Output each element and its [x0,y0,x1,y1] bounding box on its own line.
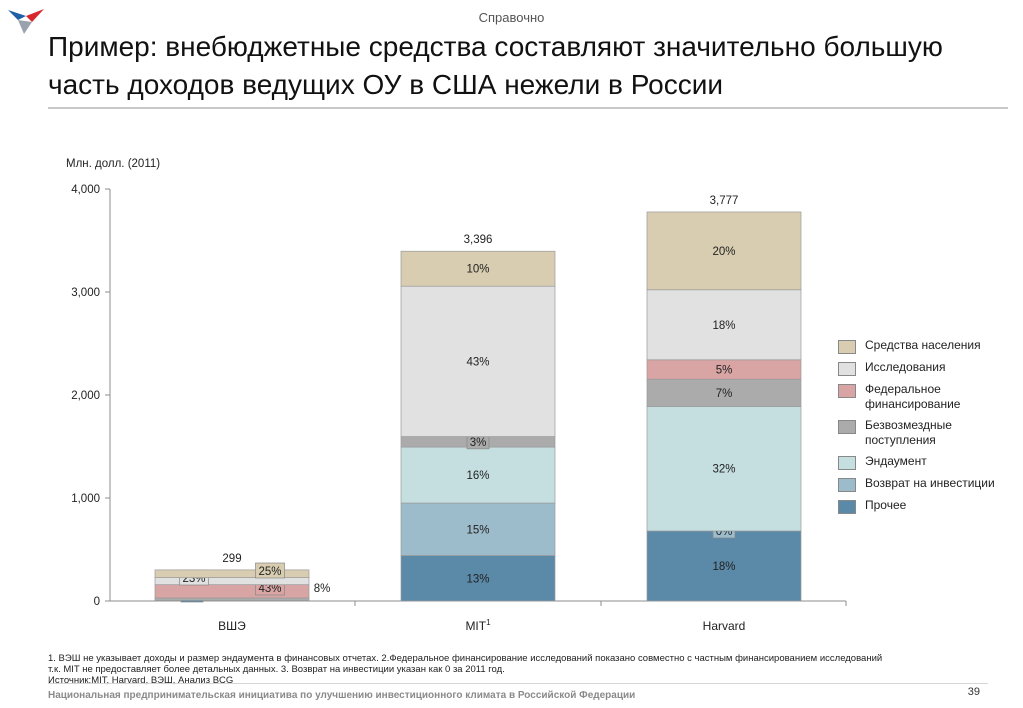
bar-value-label: 18% [712,320,735,332]
x-category-label: ВШЭ [218,619,246,633]
footnote-line-1: 1. ВЭШ не указывает доходы и размер энда… [48,653,883,664]
bar-segment [154,569,310,578]
bar-value-label: 43% [466,356,489,368]
bar-total-label: 3,396 [464,234,493,246]
bar-value-label: 32% [712,464,735,476]
legend-swatch [838,340,856,354]
bar-value-label: 8% [314,583,331,595]
bar-value-label: 13% [466,573,489,585]
bar-label-box [255,562,285,579]
legend-item: Возврат на инвестиции [838,476,1018,492]
bar-value-label: 43% [258,583,281,595]
legend-item: Федеральное финансирование [838,382,1018,412]
bar-segment [646,211,802,291]
bar-segment [400,446,556,504]
page-title: Пример: внебюджетные средства составляют… [48,31,943,100]
bar-value-label: 25% [258,566,281,578]
y-tick-label: 3,000 [71,287,100,299]
bar-total-label: 3,777 [710,195,739,207]
bar-segment [154,584,310,599]
y-tick-label: 0 [94,596,100,608]
bar-segment [646,530,802,602]
chart-legend: Средства населения Исследования Федерально… [838,338,1018,520]
bar-total-label: 299 [222,553,241,565]
bar-segment [646,406,802,532]
legend-label: Исследования [865,360,946,374]
logo-grey-wing [18,20,32,34]
legend-swatch [838,478,856,492]
bar-segment [400,285,556,437]
reference-tag: Справочно [478,10,545,25]
legend-label: Федеральное финансирование [865,382,961,411]
legend-swatch [838,384,856,398]
bar-segment [646,289,802,361]
bar-value-label: 10% [466,264,489,276]
footer-divider [48,683,988,684]
x-category-label: Harvard [703,619,746,633]
bar-value-label: 18% [712,561,735,573]
legend-label: Безвозмездные поступления [865,418,952,447]
y-axis-units-label: Млн. долл. (2011) [66,158,161,170]
bar-value-label: 7% [716,388,733,400]
bar-segment [400,250,556,287]
y-tick-label: 2,000 [71,390,100,402]
legend-label: Возврат на инвестиции [865,476,995,490]
y-tick-label: 4,000 [71,184,100,196]
bar-value-label: 3% [470,437,487,449]
footnote-line-2: т.к. MIT не предоставляет более детальны… [48,664,505,675]
logo-red-wing [26,9,44,22]
logo-blue-wing [8,10,26,20]
bar-segment [154,577,310,586]
bar-segment [400,555,556,602]
legend-item: Исследования [838,360,1018,376]
footnote-source: Источник:MIT, Harvard, ВЭШ, Анализ BCG [48,675,234,686]
bar-value-label: 20% [712,246,735,258]
legend-item: Прочее [838,498,1018,514]
legend-item: Эндаумент [838,454,1018,470]
logo [8,9,44,34]
legend-item: Средства населения [838,338,1018,354]
bar-value-label: 16% [466,470,489,482]
bar-segment [400,502,556,556]
bar-value-label: 5% [716,365,733,377]
y-tick-label: 1,000 [71,493,100,505]
footer-text: Национальная предпринимательская инициат… [48,690,636,701]
legend-swatch [838,500,856,514]
bar-value-label: 15% [466,524,489,536]
legend-label: Прочее [865,498,907,512]
footnotes: 1. ВЭШ не указывает доходы и размер энда… [48,653,1008,686]
legend-swatch [838,456,856,470]
x-category-label: MIT1 [465,618,491,633]
page-number: 39 [967,686,980,698]
legend-label: Средства населения [865,338,981,352]
legend-swatch [838,362,856,376]
title-divider [48,107,1008,109]
legend-item: Безвозмездные поступления [838,418,1018,448]
legend-swatch [838,420,856,434]
bar-segment [154,597,310,601]
legend-label: Эндаумент [865,454,927,468]
